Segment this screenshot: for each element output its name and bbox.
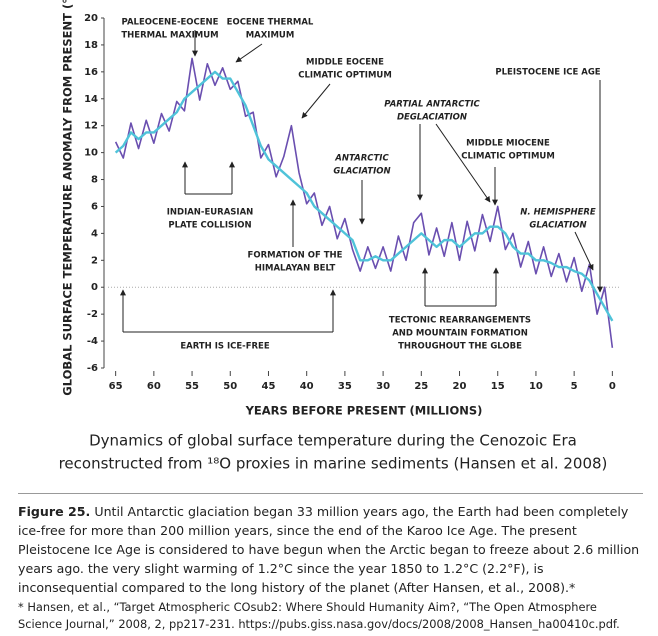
annotation: INDIAN-EURASIAN	[167, 208, 254, 218]
arrow	[235, 43, 263, 63]
annotation: N. HEMISPHERE	[520, 208, 596, 218]
data-line	[114, 57, 614, 348]
data-line	[114, 70, 614, 322]
footnote: * Hansen, et al., “Target Atmospheric CO…	[18, 600, 620, 631]
y-tick-label: 8	[91, 175, 98, 186]
x-tick-label: 65	[109, 381, 123, 392]
annotation: AND MOUNTAIN FORMATION	[392, 329, 528, 339]
annotation: THERMAL MAXIMUM	[121, 31, 218, 41]
annotation: MAXIMUM	[246, 31, 295, 41]
y-tick-label: -2	[87, 309, 98, 320]
x-tick-label: 25	[414, 381, 428, 392]
x-tick-label: 10	[529, 381, 543, 392]
caption-text: Until Antarctic glaciation began 33 mill…	[18, 504, 640, 595]
x-tick-label: 15	[491, 381, 505, 392]
arrow	[574, 231, 594, 271]
y-tick-label: 0	[91, 282, 98, 293]
caption: Figure 25. Until Antarctic glaciation be…	[18, 493, 643, 633]
annotation: CLIMATIC OPTIMUM	[298, 71, 392, 81]
y-tick-label: -6	[87, 363, 98, 374]
arrow	[435, 123, 491, 203]
x-tick-label: 20	[453, 381, 467, 392]
annotation: PALEOCENE-EOCENE	[122, 18, 219, 28]
annotation: PARTIAL ANTARCTIC	[384, 100, 480, 110]
annotation: PLATE COLLISION	[168, 221, 251, 231]
chart-title: reconstructed from ¹⁸O proxies in marine…	[59, 455, 608, 473]
annotation: GLACIATION	[333, 167, 390, 177]
annotation: MIDDLE EOCENE	[306, 58, 384, 68]
y-tick-label: 10	[84, 148, 98, 159]
annotation: FORMATION OF THE	[248, 251, 343, 261]
chart: GLOBAL SURFACE TEMPERATURE ANOMALY FROM …	[59, 0, 620, 473]
y-tick-label: 20	[84, 13, 98, 24]
caption-label: Figure 25.	[18, 504, 91, 519]
x-tick-label: 40	[300, 381, 314, 392]
x-tick-label: 35	[338, 381, 352, 392]
x-axis-label: YEARS BEFORE PRESENT (MILLIONS)	[245, 404, 483, 418]
y-tick-label: 18	[84, 40, 98, 51]
annotation: MIDDLE MIOCENE	[466, 139, 550, 149]
y-tick-label: 6	[91, 201, 98, 212]
y-axis-label: GLOBAL SURFACE TEMPERATURE ANOMALY FROM …	[61, 0, 75, 396]
annotation: HIMALAYAN BELT	[255, 264, 336, 274]
annotation: ANTARCTIC	[334, 154, 389, 164]
x-tick-label: 50	[223, 381, 237, 392]
y-tick-label: 12	[84, 121, 98, 132]
x-tick-label: 0	[609, 381, 616, 392]
annotation: DEGLACIATION	[397, 113, 467, 123]
x-tick-label: 5	[571, 381, 578, 392]
arrow	[301, 83, 331, 119]
annotation: EOCENE THERMAL	[227, 18, 314, 28]
x-tick-label: 30	[376, 381, 390, 392]
annotation: GLACIATION	[529, 221, 586, 231]
annotation: THROUGHOUT THE GLOBE	[398, 342, 522, 352]
y-tick-label: 2	[91, 255, 98, 266]
x-tick-label: 45	[262, 381, 276, 392]
annotation: EARTH IS ICE-FREE	[180, 342, 270, 352]
chart-title: Dynamics of global surface temperature d…	[89, 432, 577, 450]
x-tick-label: 55	[185, 381, 199, 392]
y-tick-label: 4	[91, 228, 98, 239]
annotation: TECTONIC REARRANGEMENTS	[389, 316, 531, 326]
annotation: CLIMATIC OPTIMUM	[461, 152, 555, 162]
y-tick-label: 14	[84, 94, 98, 105]
annotation: PLEISTOCENE ICE AGE	[495, 68, 600, 78]
y-tick-label: 16	[84, 67, 98, 78]
x-tick-label: 60	[147, 381, 161, 392]
y-tick-label: -4	[87, 336, 98, 347]
